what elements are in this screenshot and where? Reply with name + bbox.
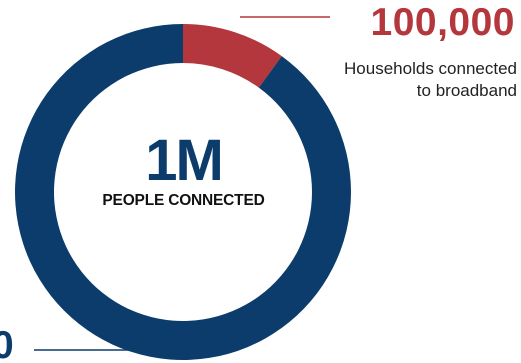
households-value: 100,000 [370,1,515,44]
households-label: Households connected to broadband [344,59,517,100]
center-value: 1M [145,128,224,193]
bottom-value: 0 [0,324,14,363]
donut-slices [14,24,351,361]
donut-slice-households [183,24,282,88]
center-label: PEOPLE CONNECTED [102,192,265,209]
